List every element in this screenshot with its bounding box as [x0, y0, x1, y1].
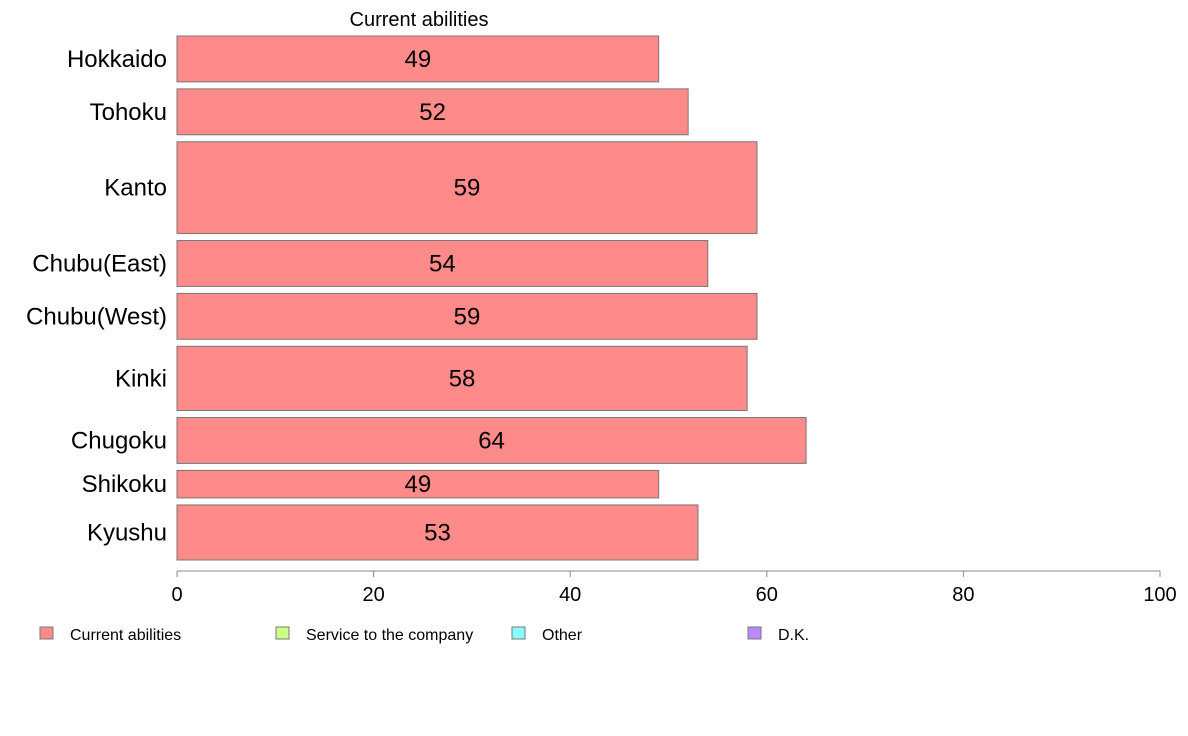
legend-label: Service to the company	[306, 627, 473, 644]
x-tick-label: 20	[362, 584, 384, 606]
legend-swatch	[39, 626, 54, 640]
value-label: 58	[449, 365, 476, 392]
bars-layer: 49 Hokkaido 52 Tohoku 59 Kanto 54 Chubu(East) 59…	[26, 35, 807, 561]
category-label: Tohoku	[90, 99, 167, 126]
x-tick-label: 0	[171, 584, 182, 606]
value-label: 52	[419, 99, 446, 126]
x-axis: 0 20 40 60 80 100	[171, 570, 1177, 606]
bar-chubu-east-	[176, 240, 709, 287]
value-label: 54	[429, 250, 456, 277]
bar-shikoku	[176, 469, 660, 499]
legend-swatch	[275, 626, 290, 640]
value-label: 49	[404, 46, 431, 73]
category-label: Kanto	[104, 175, 167, 202]
category-label: Chugoku	[71, 427, 167, 454]
bar-chugoku	[176, 417, 807, 464]
bar-kyushu	[176, 504, 699, 561]
category-label: Hokkaido	[67, 46, 167, 73]
category-label: Chubu(East)	[32, 250, 167, 277]
x-tick-label: 100	[1143, 584, 1176, 606]
legend-label: D.K.	[778, 627, 809, 644]
x-tick-label: 80	[952, 584, 974, 606]
value-label: 53	[424, 519, 451, 546]
legend-label: Other	[542, 627, 583, 644]
bar-kinki	[176, 345, 748, 412]
bar-hokkaido	[176, 35, 660, 83]
value-label: 64	[478, 427, 505, 454]
legend-label: Current abilities	[70, 627, 181, 644]
legend-swatch	[747, 626, 762, 640]
value-label: 59	[454, 175, 481, 202]
legend-swatch	[511, 626, 526, 640]
bar-chubu-west-	[176, 292, 758, 340]
x-tick-label: 60	[756, 584, 778, 606]
legend: Current abilities Service to the company O…	[39, 626, 809, 644]
category-label: Chubu(West)	[26, 303, 167, 330]
category-label: Kyushu	[87, 519, 167, 546]
series-title: Current abilities	[350, 9, 489, 31]
bar-kanto	[176, 141, 758, 235]
bar-tohoku	[176, 88, 689, 136]
x-tick-label: 40	[559, 584, 581, 606]
value-label: 49	[404, 471, 431, 498]
category-label: Shikoku	[82, 471, 167, 498]
value-label: 59	[454, 303, 481, 330]
category-label: Kinki	[115, 365, 167, 392]
